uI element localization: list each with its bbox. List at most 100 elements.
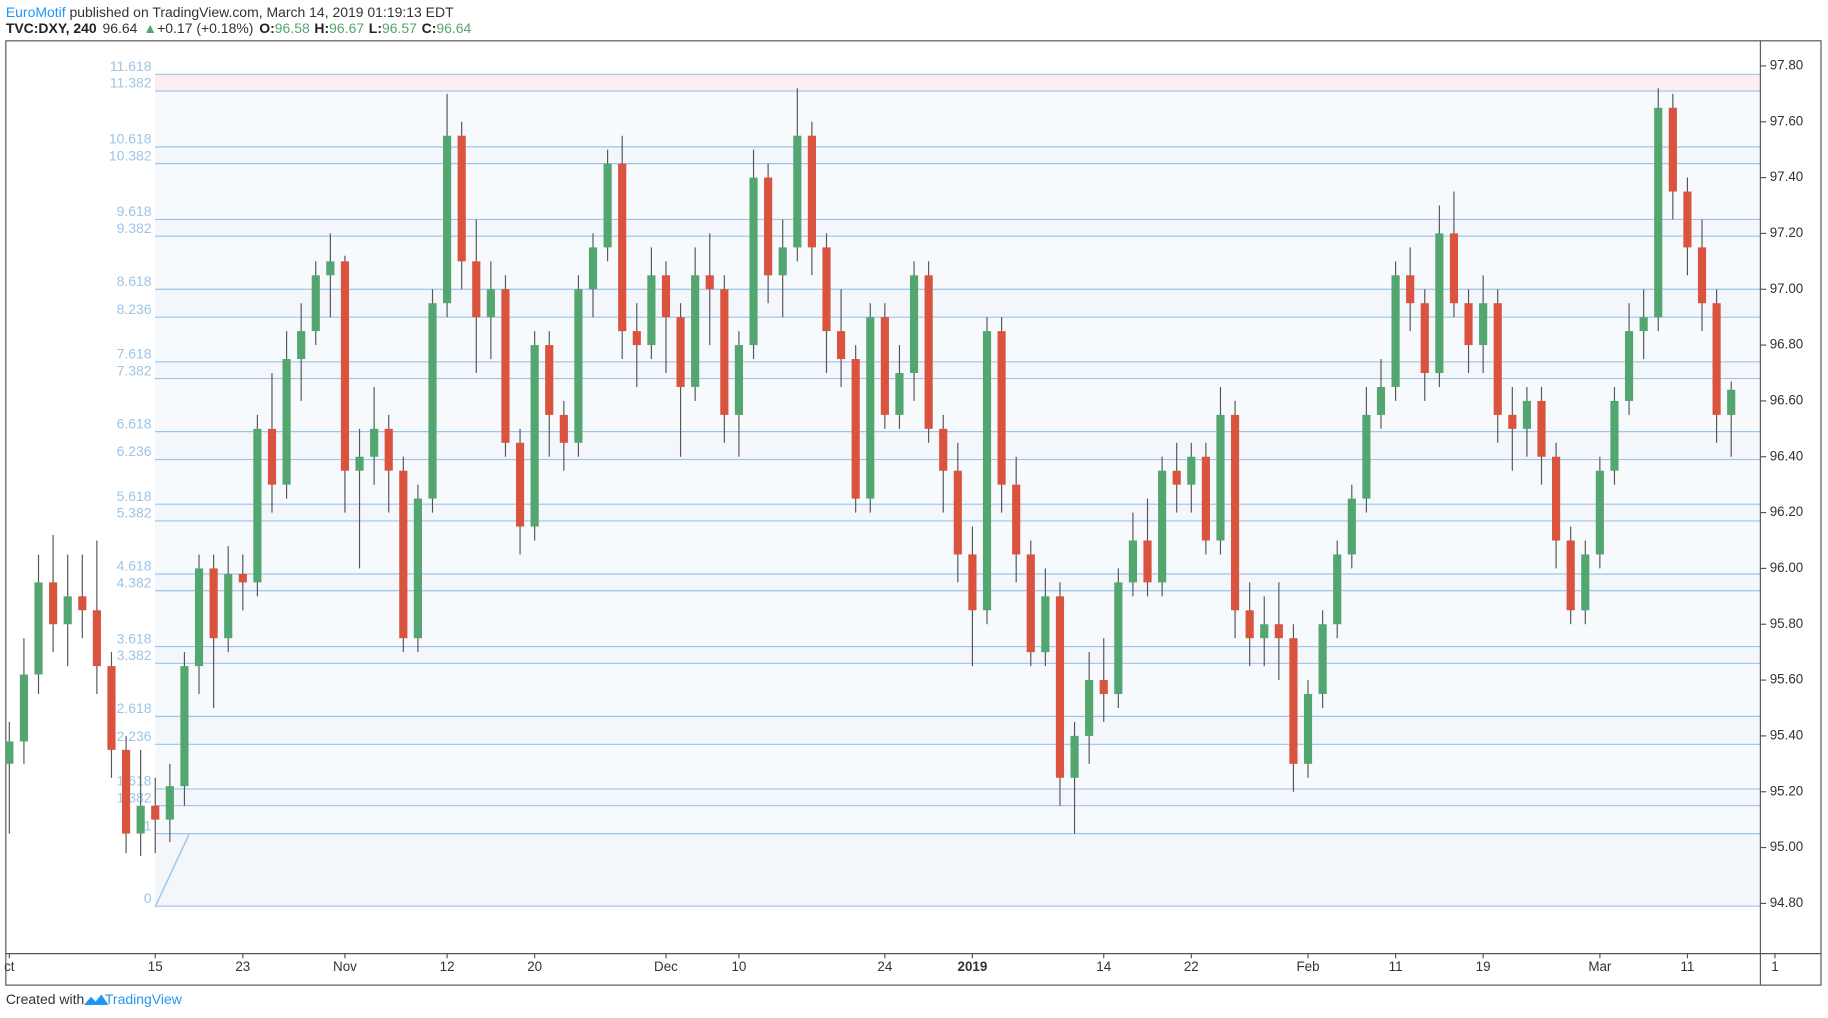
- quote-line: TVC:DXY, 240 96.64 ▲+0.17 (+0.18%) O:96.58 H…: [6, 20, 472, 36]
- candle-body: [253, 428, 262, 583]
- x-tick-label: 24: [877, 959, 892, 974]
- h-value: 96.67: [329, 20, 364, 36]
- tv-logo[interactable]: [83, 994, 109, 1005]
- fib-label: 4.618: [117, 558, 152, 574]
- fib-band: [155, 289, 1761, 318]
- x-tick-label: 19: [1476, 959, 1491, 974]
- candle-body: [924, 275, 933, 429]
- author[interactable]: EuroMotif: [6, 4, 66, 20]
- candle-body: [19, 674, 29, 742]
- candle-body: [1230, 414, 1240, 611]
- y-tick-label: 97.40: [1770, 169, 1804, 184]
- candle-body: [399, 470, 408, 639]
- candle-body: [1610, 400, 1619, 471]
- candle-body: [238, 573, 247, 583]
- fib-band: [155, 788, 1761, 806]
- candle-body: [1333, 554, 1342, 625]
- fib-trend-line: [154, 834, 190, 908]
- candle-body: [588, 247, 598, 290]
- candle-body: [1128, 540, 1138, 583]
- y-tick-label: 96.20: [1770, 504, 1804, 519]
- x-tick-label: 22: [1184, 959, 1199, 974]
- candle-body: [34, 582, 43, 675]
- symbol: TVC:DXY, 240: [6, 20, 97, 36]
- fib-label: 10.382: [109, 147, 152, 163]
- candle-body: [1697, 247, 1707, 304]
- candle-body: [982, 331, 992, 611]
- candle-body: [165, 786, 174, 820]
- fib-label: 0: [144, 890, 152, 906]
- candle-body: [822, 247, 831, 332]
- x-tick-label: 11: [1389, 959, 1403, 974]
- candle-body: [1289, 638, 1298, 764]
- candle-body: [603, 163, 612, 248]
- candle-body: [749, 177, 758, 346]
- candle-body: [1216, 414, 1225, 541]
- fib-label: 2.236: [117, 728, 152, 744]
- y-tick-label: 96.40: [1770, 448, 1804, 463]
- y-tick-label: 95.60: [1770, 672, 1804, 687]
- candle-body: [282, 359, 291, 485]
- candle-body: [1318, 624, 1327, 695]
- x-tick-label: 23: [235, 959, 250, 974]
- footer-created: Created with: [6, 991, 84, 1007]
- y-tick-label: 95.80: [1770, 616, 1804, 631]
- candle-body: [1668, 107, 1677, 192]
- arrow: ▲: [143, 20, 157, 36]
- candle-body: [1566, 540, 1575, 611]
- last-price: 96.64: [103, 20, 138, 36]
- y-tick-label: 97.80: [1770, 57, 1804, 72]
- y-tick-label: 95.00: [1770, 839, 1804, 854]
- y-tick-label: 97.60: [1770, 113, 1804, 128]
- candle-body: [1026, 554, 1035, 653]
- candle-body: [107, 666, 116, 750]
- candle-body: [807, 135, 816, 248]
- candle-body: [326, 261, 335, 276]
- candle-body: [734, 345, 744, 415]
- fib-band: [155, 74, 1761, 92]
- candle-body: [1201, 456, 1210, 541]
- candle-body: [661, 275, 671, 318]
- fib-label: 11.382: [110, 75, 152, 91]
- fib-label: 3.618: [117, 630, 152, 646]
- candle-body: [1055, 596, 1065, 778]
- footer-brand[interactable]: TradingView: [105, 991, 183, 1007]
- published: published on TradingView.com, March 14, …: [66, 4, 454, 20]
- fib-label: 9.618: [117, 203, 152, 219]
- candle-body: [968, 554, 977, 611]
- candle-body: [939, 428, 948, 471]
- x-tick-label: 2019: [958, 959, 988, 974]
- fib-band: [155, 663, 1761, 717]
- fib-label: 10.618: [109, 131, 152, 147]
- candle-body: [1245, 610, 1254, 639]
- candle-body: [209, 568, 218, 639]
- candle-body: [1158, 470, 1167, 583]
- candle-body: [676, 317, 685, 387]
- fib-label: 2.618: [117, 700, 152, 716]
- candle-body: [1041, 596, 1050, 653]
- y-tick-label: 94.80: [1770, 895, 1804, 910]
- candle-body: [1449, 233, 1459, 304]
- candle-body: [472, 261, 481, 318]
- candle-body: [705, 275, 714, 290]
- candle-body: [1522, 400, 1531, 429]
- candle-body: [1435, 233, 1444, 374]
- candle-body: [428, 303, 437, 499]
- o-value: 96.58: [275, 20, 310, 36]
- candle-body: [778, 247, 787, 276]
- candle-body: [1070, 735, 1079, 778]
- candle-body: [486, 289, 495, 318]
- h-label: H:: [314, 20, 329, 36]
- candle-body: [545, 345, 554, 415]
- candle-body: [559, 414, 568, 443]
- y-tick-label: 96.60: [1770, 392, 1804, 407]
- candle-body: [880, 317, 889, 415]
- candle-body: [1172, 470, 1181, 485]
- candle-body: [1274, 624, 1283, 639]
- x-tick-label: 14: [1096, 959, 1111, 974]
- fib-label: 1.382: [117, 789, 152, 805]
- candle-body: [384, 428, 393, 471]
- fib-label: 11.618: [110, 58, 152, 74]
- candle-body: [311, 275, 320, 332]
- candle-body: [1420, 303, 1429, 374]
